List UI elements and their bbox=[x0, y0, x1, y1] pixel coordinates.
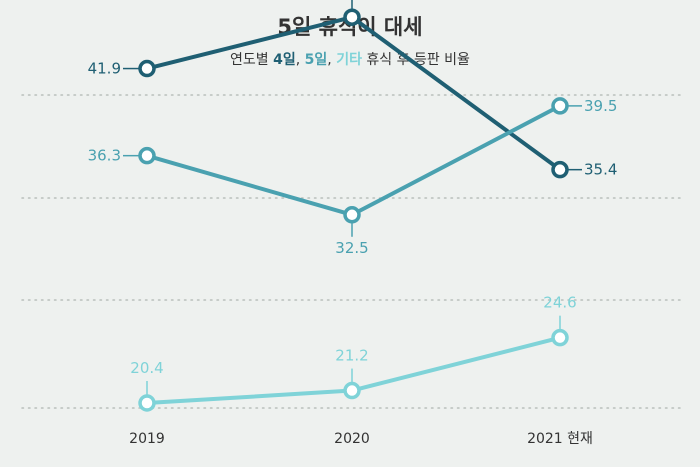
subtitle-sep-1: , bbox=[296, 52, 305, 68]
series-0: 41.945.235.4 bbox=[88, 0, 617, 179]
x-tick-label: 2019 bbox=[129, 431, 165, 447]
subtitle-suffix: 휴식 후 등판 비율 bbox=[362, 52, 470, 68]
data-point bbox=[343, 381, 361, 400]
data-label: 39.5 bbox=[584, 97, 617, 115]
x-tick-label: 2020 bbox=[334, 431, 370, 447]
series-2: 20.4 21.2 24.6 bbox=[130, 294, 577, 412]
data-point bbox=[551, 328, 569, 347]
series-line bbox=[146, 15, 562, 172]
data-label: 36.3 bbox=[88, 147, 121, 165]
data-point bbox=[138, 394, 156, 412]
subtitle-prefix: 연도별 bbox=[230, 52, 273, 68]
data-point bbox=[551, 97, 569, 115]
series-layer: 41.945.235.436.3 32.5 39.5 20.4 21.2 24.6 bbox=[88, 0, 618, 412]
subtitle-series-4day: 4일 bbox=[273, 52, 296, 68]
data-label: 41.9 bbox=[88, 60, 121, 78]
data-label: 35.4 bbox=[584, 161, 617, 179]
data-point bbox=[138, 59, 156, 78]
data-point bbox=[138, 146, 156, 165]
subtitle-series-5day: 5일 bbox=[305, 52, 328, 68]
subtitle-series-other: 기타 bbox=[336, 52, 362, 68]
data-label: 32.5 bbox=[335, 239, 368, 257]
data-label: 24.6 bbox=[543, 294, 576, 312]
data-label: 21.2 bbox=[335, 347, 368, 365]
subtitle-sep-2: , bbox=[327, 52, 336, 68]
data-label: 20.4 bbox=[130, 359, 163, 377]
series-1: 36.3 32.5 39.5 bbox=[88, 97, 618, 257]
data-point bbox=[551, 160, 569, 179]
data-point bbox=[343, 206, 361, 224]
x-tick-label: 2021 현재 bbox=[527, 431, 593, 447]
x-axis: 2019 2020 2021 현재 bbox=[129, 431, 593, 447]
chart-subtitle: 연도별 4일, 5일, 기타 휴식 후 등판 비율 bbox=[230, 52, 470, 68]
data-point bbox=[343, 8, 361, 26]
